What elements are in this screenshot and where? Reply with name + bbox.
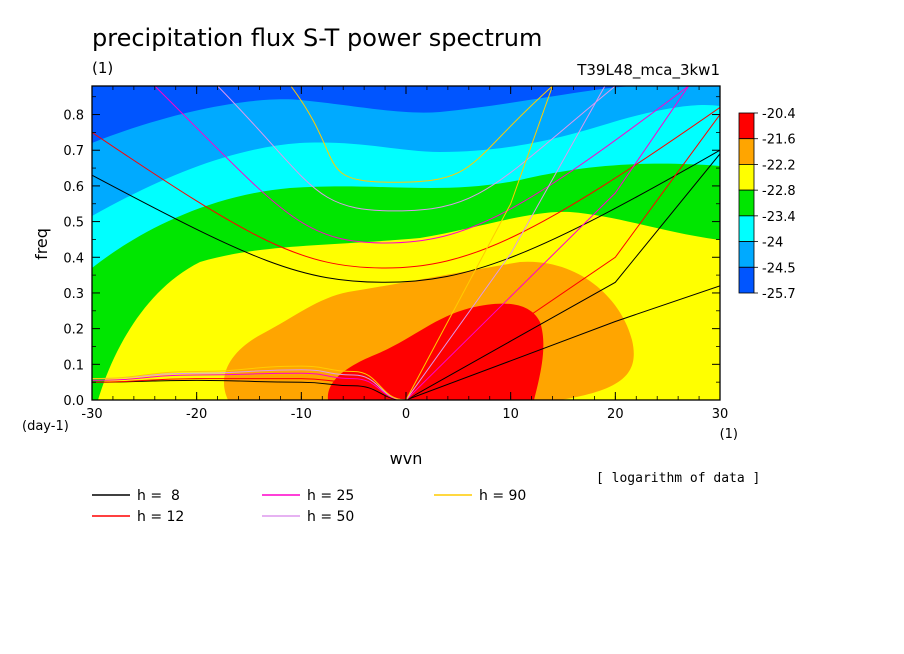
kelvin-curve-h8: [405, 285, 720, 400]
y-tick-label: 0.2: [63, 323, 84, 338]
colorbar-note: [ logarithm of data ]: [596, 471, 760, 486]
y-axis-title: freq: [32, 228, 51, 260]
y-tick-label: 0.8: [63, 109, 84, 124]
colorbar-label: -22.2: [762, 158, 796, 173]
legend-label-h25: h = 25: [307, 488, 354, 504]
colorbar-swatch: [738, 164, 755, 191]
colorbar-label: -25.7: [762, 287, 796, 302]
y-tick-label: 0.3: [63, 287, 84, 302]
gravity-curve-h25: [154, 86, 689, 244]
colorbar-label: -22.8: [762, 184, 796, 199]
legend-label-h8: h = 8: [137, 488, 180, 504]
colorbar-swatch: [738, 266, 755, 294]
x-tick-label: 20: [607, 407, 624, 422]
x-tick-label: -30: [81, 407, 102, 422]
rossby-curve-h90: [92, 365, 407, 400]
band-level-1: [327, 303, 544, 400]
colorbar-swatch: [738, 241, 755, 268]
colorbar-label: -21.6: [762, 133, 796, 148]
colorbar-swatch: [738, 138, 755, 165]
gravity-curve-h90: [290, 86, 553, 183]
colorbar-label: -23.4: [762, 210, 796, 225]
kelvin-curve-h50: [405, 86, 606, 400]
x-tick-label: 30: [712, 407, 729, 422]
x-axis-unit: (1): [720, 427, 738, 442]
y-axis-unit: (day-1): [22, 419, 69, 434]
run-label: T39L48_mca_3kw1: [576, 61, 720, 80]
y-tick-label: 0.6: [63, 180, 84, 195]
rossby-curve-h8: [92, 379, 407, 400]
contour-fills: [92, 86, 720, 400]
x-axis-title: wvn: [390, 449, 423, 468]
kelvin-steep-curve-h8: [405, 153, 720, 400]
unit-label: (1): [92, 59, 113, 77]
colorbar-label: -20.4: [762, 107, 796, 122]
gravity-curve-h50: [217, 86, 616, 212]
colorbar-swatch: [738, 189, 755, 217]
dispersion-curves: [92, 86, 720, 400]
x-tick-label: -10: [291, 407, 312, 422]
colorbar-label: -24: [762, 236, 783, 251]
legend-label-h50: h = 50: [307, 509, 354, 525]
kelvin-curve-h12: [405, 114, 720, 400]
y-tick-label: 0.1: [63, 358, 84, 373]
rossby-curve-h25: [92, 372, 407, 400]
gravity-curve-h12: [92, 106, 720, 269]
x-tick-label: 0: [402, 407, 410, 422]
legend: h = 8 h = 12 h = 25 h = 50 h = 90: [92, 488, 526, 525]
y-tick-label: 0.0: [63, 394, 84, 409]
y-tick-label: 0.7: [63, 144, 84, 159]
kelvin-curve-h25: [405, 86, 690, 400]
axes: -30 -20 -10 0 10 20 30 0.0 0.1 0.2 0.3 0.4 0.5 0.6 0.7…: [63, 86, 728, 422]
y-tick-label: 0.5: [63, 216, 84, 231]
colorbar-swatch: [738, 215, 755, 242]
rossby-curve-h12: [92, 378, 407, 400]
kelvin-curve-h90: [405, 86, 553, 400]
y-tick-label: 0.4: [63, 251, 84, 266]
colorbar-label: -24.5: [762, 261, 796, 276]
colorbar-swatch: [738, 112, 755, 140]
x-tick-label: -20: [186, 407, 207, 422]
legend-label-h12: h = 12: [137, 509, 184, 525]
rossby-curve-h50: [92, 369, 407, 400]
x-tick-label: 10: [502, 407, 519, 422]
legend-label-h90: h = 90: [479, 488, 526, 504]
colorbar: -20.4 -21.6 -22.2 -22.8 -23.4 -24 -24.5 -25.7: [738, 107, 796, 302]
chart-title: precipitation flux S-T power spectrum: [92, 24, 542, 52]
